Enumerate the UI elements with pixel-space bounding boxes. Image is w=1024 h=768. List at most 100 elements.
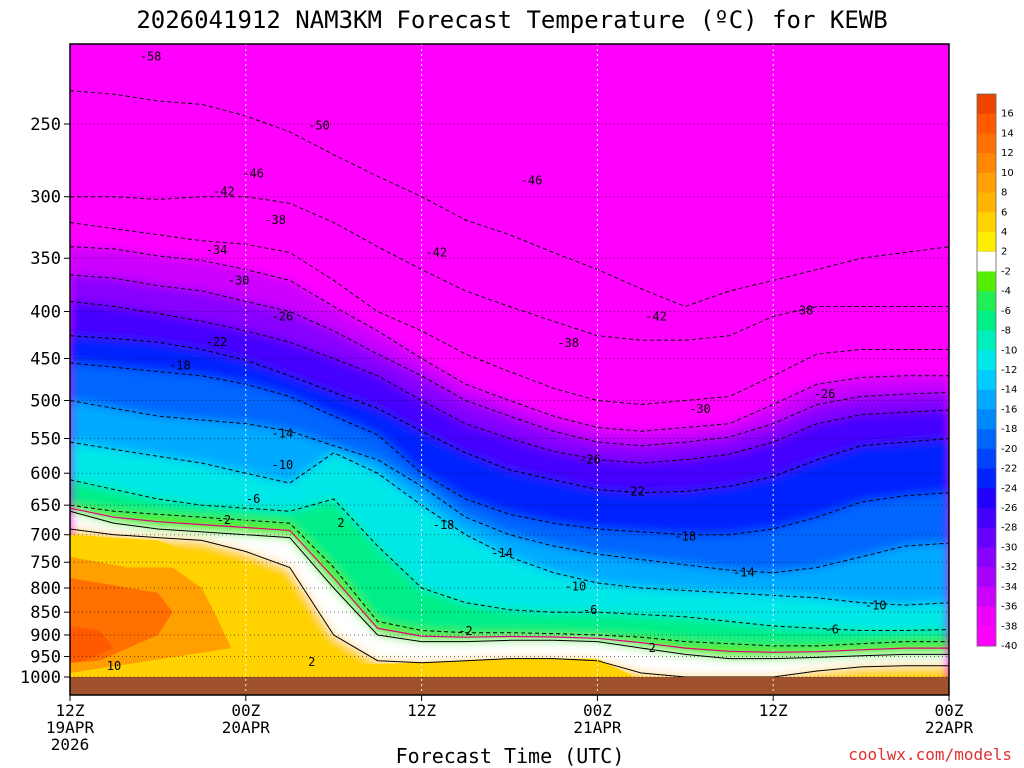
contour-label: -18 [169,359,191,373]
colorbar-swatch [977,468,996,489]
colorbar-swatch [977,212,996,233]
colorbar-label: -26 [1001,503,1017,514]
plot-area: -58-50-46-42-38-34-30-26-22-18-14-10-6-2… [70,44,949,695]
contour-label: -2 [641,641,655,655]
contour-label: -34 [206,243,228,257]
y-tick-label: 650 [30,496,61,516]
colorbar-swatch [977,389,996,410]
colorbar-frame [976,93,997,647]
colorbar-swatch [977,113,996,134]
grid-lines [70,44,949,695]
contour-label: -14 [491,546,513,560]
contour-line [70,246,949,432]
colorbar-swatch [977,547,996,568]
y-tick-label: 300 [30,188,61,208]
contour-line [70,441,949,606]
contour-label: -2 [458,624,472,638]
y-tick-label: 600 [30,464,61,484]
x-tick-label: 00Z [935,701,964,720]
colorbar-label: 8 [1001,188,1007,199]
x-tick-label: 19APR [46,718,95,737]
contour-label: -22 [206,335,228,349]
colorbar-swatch [977,232,996,253]
y-axis: 250 300 350 400 450 500 550 600 650 700 750 800 850 9… [20,115,70,688]
y-tick-label: 1000 [20,668,61,688]
colorbar-swatch [977,567,996,588]
colorbar-swatch [977,448,996,470]
colorbar-swatch [976,251,997,273]
colorbar-swatch [977,606,996,627]
y-tick-label: 900 [30,626,61,646]
y-tick-label: 450 [30,349,61,369]
colorbar-swatch [977,192,996,213]
colorbar-swatch [977,527,996,548]
contour-label: -58 [140,49,162,63]
contour-label: -38 [264,213,286,227]
colorbar-swatch [977,271,996,292]
contour-label: -6 [246,492,260,506]
y-tick-label: 400 [30,302,61,322]
colorbar-label: -22 [1001,464,1017,475]
colorbar-label: 6 [1001,207,1007,218]
plot-frame [69,43,950,696]
colorbar-label: -4 [1001,286,1011,297]
ground-surface [70,677,949,695]
colorbar-swatch [977,133,996,154]
y-tick-label: 550 [30,430,61,450]
contour-label: -18 [433,518,455,532]
contour-line [70,274,949,447]
colorbar-label: 10 [1001,168,1014,179]
y-tick-label: 500 [30,392,61,412]
colorbar-swatch [977,626,996,647]
contour-label: -42 [425,245,447,259]
y-tick-label: 700 [30,526,61,546]
contour-label: -14 [272,426,294,440]
x-tick-label: 21APR [573,718,622,737]
colorbar-swatch [977,153,996,174]
x-tick-label: 2026 [51,735,90,754]
colorbar-swatch [977,508,996,529]
contour-label: -38 [557,336,579,350]
contour-label: -30 [228,273,250,287]
contour-line [70,362,949,536]
colorbar-swatch [977,370,996,391]
colorbar-label: -32 [1001,562,1017,573]
colorbar-label: -24 [1001,483,1017,494]
contour-label: -42 [213,184,235,198]
contour-label: -10 [565,579,587,593]
contour-label: -26 [814,387,836,401]
contour-label: -42 [645,309,667,323]
contour-lines [70,90,949,678]
colorbar-label: -14 [1001,385,1017,396]
colorbar-label: -40 [1001,641,1017,652]
y-tick-label: 250 [30,115,61,135]
colorbar-label: 12 [1001,148,1014,159]
colorbar-label: -8 [1001,326,1011,337]
contour-line [70,222,949,406]
colorbar-label: 14 [1001,128,1014,139]
x-tick-label: 22APR [925,718,974,737]
contour-label: -22 [623,484,645,498]
colorbar-swatch [977,330,996,351]
colorbar-swatch [977,310,996,332]
colorbar-label: -12 [1001,365,1017,376]
x-tick-label: 12Z [407,701,436,720]
colorbar: 16 14 12 10 8 6 4 2 -2 -4 -6 -8 -10 -12 -14 -16 -18 -20 -2… [976,93,1017,652]
y-tick-label: 750 [30,553,61,573]
contour-line [70,400,949,574]
colorbar-swatch [977,429,996,450]
contour-label: -10 [272,458,294,472]
contour-label: -10 [865,599,887,613]
y-tick-label: 850 [30,603,61,623]
contour-line [70,504,949,647]
temperature-band [70,528,949,695]
x-tick-label: 12Z [759,701,788,720]
contour-label: -14 [733,566,755,580]
colorbar-label: -36 [1001,602,1017,613]
contour-line [70,528,949,678]
x-axis-label: Forecast Time (UTC) [396,744,625,768]
colorbar-label: -6 [1001,306,1011,317]
contour-label: -46 [242,166,264,180]
